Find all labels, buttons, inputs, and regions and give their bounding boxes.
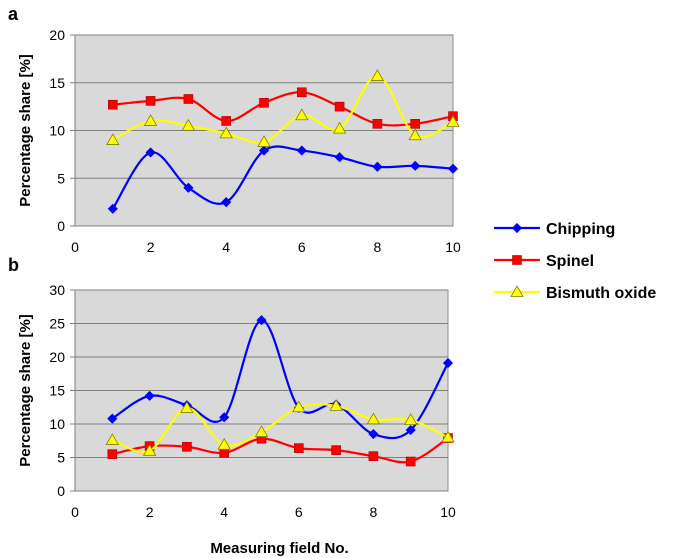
data-point-bismuth-oxide: [254, 425, 269, 437]
x-tick-label: 4: [222, 239, 230, 255]
legend-label-bismuth-oxide: Bismuth oxide: [546, 285, 656, 302]
data-point-bismuth-oxide: [180, 401, 194, 413]
data-point-bismuth-oxide: [370, 69, 385, 81]
data-point-bismuth-oxide: [217, 437, 231, 450]
data-point-bismuth-oxide: [295, 108, 309, 121]
data-point-bismuth-oxide: [292, 400, 306, 413]
data-point-chipping: [447, 163, 459, 174]
data-point-spinel: [296, 87, 307, 98]
x-tick-label: 10: [445, 239, 461, 255]
data-point-chipping: [442, 357, 454, 369]
data-point-bismuth-oxide: [329, 399, 343, 411]
data-point-spinel: [368, 451, 379, 461]
y-tick-label: 15: [49, 383, 65, 399]
series-line-chipping: [111, 319, 449, 440]
y-tick-label: 5: [57, 450, 65, 466]
data-point-bismuth-oxide: [404, 413, 418, 425]
data-point-bismuth-oxide: [257, 135, 271, 147]
y-tick-label: 10: [49, 416, 65, 432]
data-point-chipping: [256, 315, 267, 326]
y-tick-label: 20: [49, 349, 65, 365]
data-point-chipping: [405, 424, 416, 436]
data-point-chipping: [221, 197, 232, 208]
data-point-bismuth-oxide: [181, 118, 196, 131]
legend-label-chipping: Chipping: [546, 221, 615, 238]
data-point-bismuth-oxide: [441, 430, 455, 443]
data-point-spinel: [108, 99, 118, 110]
series-line-spinel: [112, 91, 454, 127]
x-tick-label: 2: [147, 239, 155, 255]
data-point-bismuth-oxide: [143, 114, 158, 126]
data-point-bismuth-oxide: [446, 115, 460, 127]
x-tick-label: 6: [298, 239, 306, 255]
panel-a-chart: 0 5 10 15 20 0 2 4 6 8 10 Percentage share [%] a: [8, 4, 461, 255]
x-tick-label: 4: [220, 504, 228, 520]
data-point-spinel: [334, 101, 345, 112]
data-point-chipping: [107, 413, 118, 424]
data-point-spinel: [107, 449, 118, 459]
data-point-bismuth-oxide: [366, 412, 381, 425]
data-point-chipping: [145, 147, 156, 158]
series-line-bismuth-oxide: [111, 403, 449, 454]
x-axis-label: Measuring field No.: [210, 540, 348, 557]
data-point-spinel: [331, 445, 341, 455]
x-tick-label: 8: [374, 239, 382, 255]
data-point-bismuth-oxide: [219, 126, 233, 139]
data-point-chipping: [258, 145, 270, 156]
data-point-chipping: [219, 412, 230, 423]
data-point-spinel: [259, 98, 269, 108]
data-point-spinel: [405, 456, 416, 467]
panel-label: b: [8, 255, 19, 275]
data-point-spinel: [145, 96, 156, 106]
y-tick-label: 30: [49, 282, 65, 298]
y-tick-label: 10: [49, 123, 65, 139]
data-point-chipping: [368, 428, 379, 440]
y-axis-label: Percentage share [%]: [17, 314, 34, 467]
series-line-bismuth-oxide: [112, 74, 454, 144]
data-point-bismuth-oxide: [332, 121, 347, 134]
x-tick-label: 0: [71, 239, 79, 255]
data-point-chipping: [183, 182, 194, 193]
data-point-bismuth-oxide: [142, 443, 157, 456]
data-point-chipping: [334, 152, 345, 163]
data-point-chipping: [372, 161, 383, 172]
x-tick-label: 0: [71, 504, 79, 520]
y-tick-label: 15: [49, 75, 65, 91]
data-point-bismuth-oxide: [105, 433, 119, 445]
series-line-chipping: [111, 145, 454, 210]
data-point-spinel: [410, 119, 421, 129]
y-axis-label: Percentage share [%]: [17, 54, 34, 207]
data-point-spinel: [182, 441, 192, 452]
y-tick-label: 25: [49, 316, 65, 332]
data-point-spinel: [183, 94, 194, 104]
legend-marker-spinel: [512, 255, 522, 265]
x-tick-label: 10: [440, 504, 456, 520]
y-tick-label: 5: [57, 170, 65, 186]
data-point-chipping: [144, 390, 155, 401]
data-point-bismuth-oxide: [106, 133, 120, 145]
y-tick-label: 0: [57, 218, 65, 234]
x-tick-label: 6: [295, 504, 303, 520]
y-tick-label: 0: [57, 483, 65, 499]
legend: Chipping Spinel Bismuth oxide: [494, 221, 656, 302]
data-point-chipping: [107, 203, 118, 214]
x-tick-label: 2: [146, 504, 154, 520]
legend-label-spinel: Spinel: [546, 253, 594, 270]
data-point-spinel: [293, 443, 304, 453]
legend-marker-bismuth-oxide: [510, 285, 524, 297]
x-tick-label: 8: [370, 504, 378, 520]
data-point-bismuth-oxide: [408, 128, 422, 141]
series-line-spinel: [112, 437, 449, 464]
data-point-chipping: [410, 160, 421, 171]
legend-marker-chipping: [511, 222, 523, 234]
data-point-spinel: [221, 116, 231, 126]
y-tick-label: 20: [49, 27, 65, 43]
panel-b-chart: 0 5 10 15 20 25 30 0 2 4 6 8 10 Percentage share [%] b…: [8, 255, 456, 557]
panel-label: a: [8, 4, 19, 24]
data-point-chipping: [296, 145, 307, 156]
data-point-spinel: [372, 119, 383, 129]
